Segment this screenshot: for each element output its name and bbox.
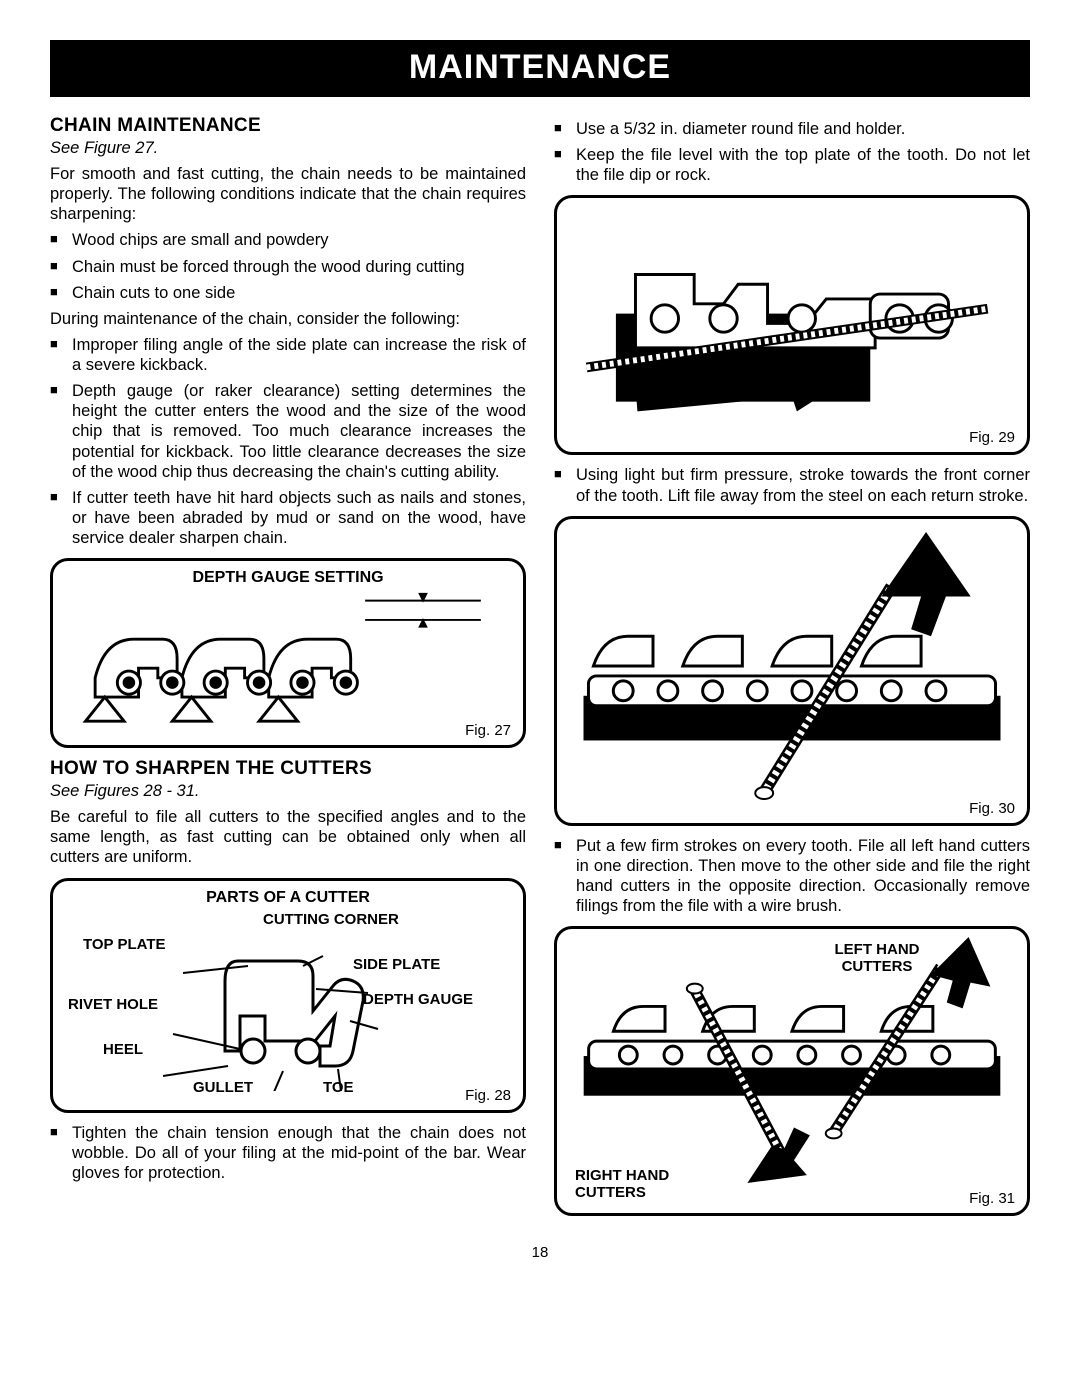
- figure-28-box: PARTS OF A CUTTER TOP PLATE CUTTING CORN…: [50, 878, 526, 1113]
- label-right-hand: RIGHT HAND CUTTERS: [575, 1167, 685, 1201]
- fig30-illustration: [567, 527, 1017, 805]
- stroke-list: Using light but firm pressure, stroke to…: [554, 465, 1030, 505]
- list-item: Using light but firm pressure, stroke to…: [554, 465, 1030, 505]
- list-item: Put a few firm strokes on every tooth. F…: [554, 836, 1030, 917]
- fig29-label: Fig. 29: [969, 429, 1015, 446]
- label-gullet: GULLET: [193, 1079, 253, 1096]
- heading-chain-maintenance: CHAIN MAINTENANCE: [50, 115, 526, 137]
- page-number: 18: [50, 1244, 1030, 1261]
- label-heel: HEEL: [103, 1041, 143, 1058]
- firm-strokes-list: Put a few firm strokes on every tooth. F…: [554, 836, 1030, 917]
- label-cutting-corner: CUTTING CORNER: [263, 911, 399, 928]
- fig27-title: DEPTH GAUGE SETTING: [63, 569, 513, 587]
- fig29-illustration: [567, 206, 1017, 431]
- file-list-top: Use a 5/32 in. diameter round file and h…: [554, 119, 1030, 185]
- see-figure-27: See Figure 27.: [50, 139, 526, 158]
- tighten-list: Tighten the chain tension enough that th…: [50, 1123, 526, 1183]
- two-column-layout: CHAIN MAINTENANCE See Figure 27. For smo…: [50, 115, 1030, 1226]
- figure-29-box: Fig. 29: [554, 195, 1030, 455]
- figure-30-box: Fig. 30: [554, 516, 1030, 826]
- label-depth-gauge: DEPTH GAUGE: [363, 991, 473, 1008]
- list-item: Use a 5/32 in. diameter round file and h…: [554, 119, 1030, 139]
- label-side-plate: SIDE PLATE: [353, 956, 440, 973]
- fig27-label: Fig. 27: [465, 722, 511, 739]
- label-top-plate: TOP PLATE: [83, 936, 166, 953]
- right-column: Use a 5/32 in. diameter round file and h…: [554, 115, 1030, 1226]
- figure-27-box: DEPTH GAUGE SETTING: [50, 558, 526, 748]
- list-item: Depth gauge (or raker clearance) setting…: [50, 381, 526, 482]
- intro-paragraph-2: Be careful to file all cutters to the sp…: [50, 807, 526, 867]
- fig27-illustration: [63, 591, 513, 726]
- list-item: Chain must be forced through the wood du…: [50, 257, 526, 277]
- list-item: Tighten the chain tension enough that th…: [50, 1123, 526, 1183]
- figure-31-box: LEFT HAND CUTTERS RIGHT HAND CUTTERS: [554, 926, 1030, 1216]
- fig28-title: PARTS OF A CUTTER: [63, 889, 513, 907]
- see-figures-28-31: See Figures 28 - 31.: [50, 782, 526, 801]
- maintenance-list: Improper filing angle of the side plate …: [50, 335, 526, 548]
- fig31-label: Fig. 31: [969, 1190, 1015, 1207]
- list-item: Chain cuts to one side: [50, 283, 526, 303]
- list-item: Wood chips are small and powdery: [50, 230, 526, 250]
- list-item: Improper filing angle of the side plate …: [50, 335, 526, 375]
- left-column: CHAIN MAINTENANCE See Figure 27. For smo…: [50, 115, 526, 1226]
- list-item: If cutter teeth have hit hard objects su…: [50, 488, 526, 548]
- label-left-hand: LEFT HAND CUTTERS: [827, 941, 927, 975]
- conditions-list: Wood chips are small and powdery Chain m…: [50, 230, 526, 302]
- label-rivet-hole: RIVET HOLE: [68, 996, 158, 1013]
- list-item: Keep the file level with the top plate o…: [554, 145, 1030, 185]
- label-toe: TOE: [323, 1079, 354, 1096]
- during-paragraph: During maintenance of the chain, conside…: [50, 309, 526, 329]
- fig31-illustration: [567, 937, 1017, 1185]
- fig30-label: Fig. 30: [969, 800, 1015, 817]
- heading-sharpen-cutters: HOW TO SHARPEN THE CUTTERS: [50, 758, 526, 780]
- intro-paragraph-1: For smooth and fast cutting, the chain n…: [50, 164, 526, 224]
- page-banner: MAINTENANCE: [50, 40, 1030, 97]
- fig28-label: Fig. 28: [465, 1087, 511, 1104]
